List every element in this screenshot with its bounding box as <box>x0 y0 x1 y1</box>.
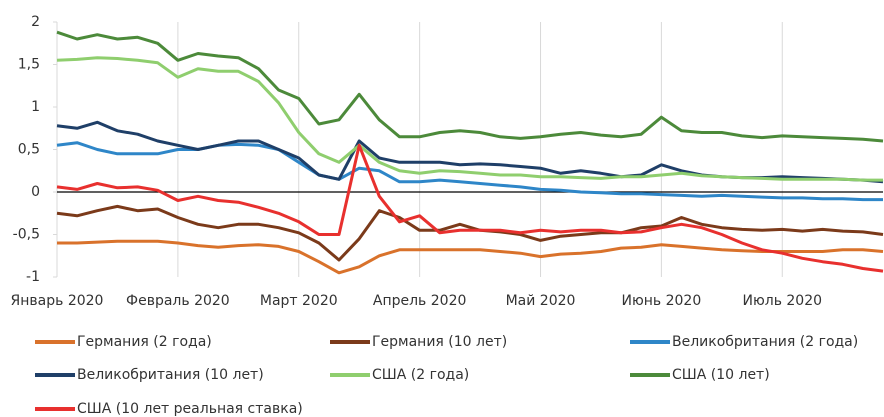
series-line <box>57 239 884 275</box>
legend-label: Великобритания (2 года) <box>672 334 858 350</box>
x-tick-label: Январь 2020 <box>11 293 104 309</box>
x-tick-label: Июнь 2020 <box>622 293 702 309</box>
y-tick-label: 2 <box>31 14 40 30</box>
legend-label: США (10 лет реальная ставка) <box>77 401 303 417</box>
y-tick-label: 1,5 <box>18 57 40 73</box>
legend-label: Германия (10 лет) <box>372 334 507 350</box>
x-tick-label: Февраль 2020 <box>126 293 230 309</box>
series-line <box>56 56 883 182</box>
y-tick-label: -1 <box>26 269 40 285</box>
x-tick-label: Май 2020 <box>506 293 576 309</box>
x-tick-label: Апрель 2020 <box>373 293 467 309</box>
x-tick-label: Март 2020 <box>260 293 338 309</box>
legend-label: США (2 года) <box>372 367 469 383</box>
series-line <box>56 143 884 273</box>
legend-label: Германия (2 года) <box>77 334 212 350</box>
legend-label: США (10 лет) <box>672 367 770 383</box>
series-line <box>56 204 884 262</box>
series-line <box>56 30 884 143</box>
y-tick-label: 1 <box>31 99 40 115</box>
y-tick-label: -0,5 <box>13 227 40 243</box>
y-tick-label: 0,5 <box>18 142 40 158</box>
legend-label: Великобритания (10 лет) <box>77 367 264 383</box>
y-tick-label: 0 <box>31 184 40 200</box>
x-tick-label: Июль 2020 <box>742 293 822 309</box>
